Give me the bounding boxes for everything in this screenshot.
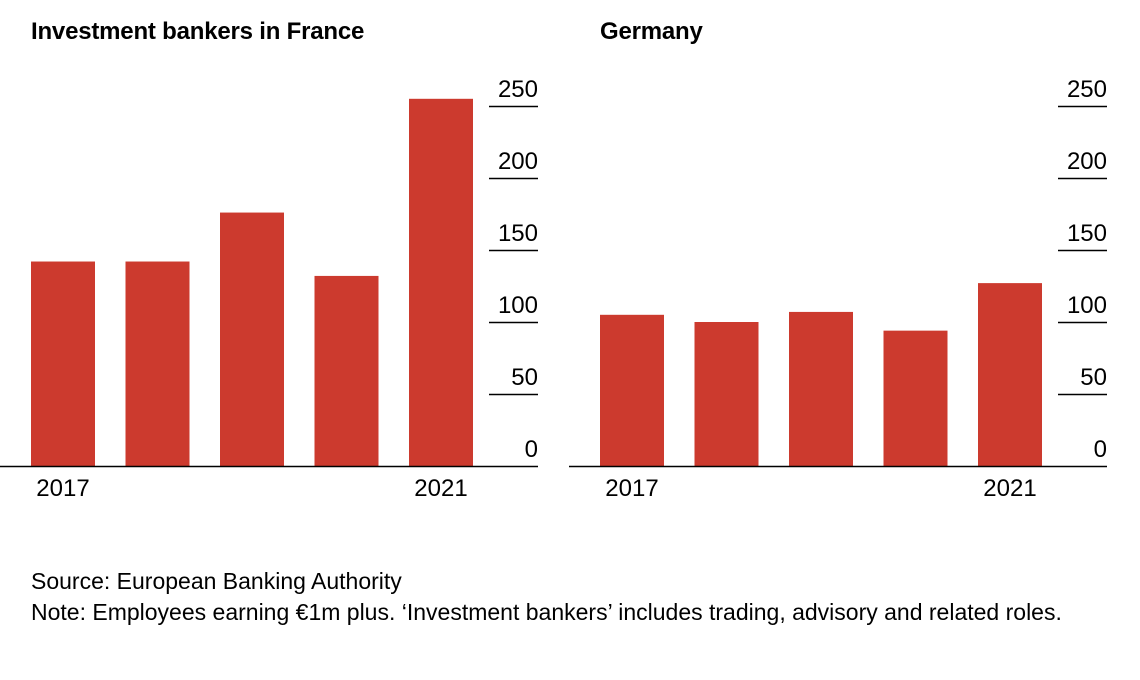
x-tick-label-france-2017: 2017 xyxy=(36,475,89,502)
bar-france-2017 xyxy=(31,261,95,466)
x-tick-label-germany-2021: 2021 xyxy=(983,475,1036,502)
bar-germany-2020 xyxy=(883,330,948,466)
y-tick-label-germany-250: 250 xyxy=(1067,76,1107,103)
y-tick-label-germany-150: 150 xyxy=(1067,220,1107,247)
bar-germany-2021 xyxy=(978,283,1042,466)
y-tick-label-germany-200: 200 xyxy=(1067,148,1107,175)
y-tick-label-france-100: 100 xyxy=(498,292,538,319)
y-tick-label-france-0: 0 xyxy=(525,436,538,463)
y-tick-label-france-150: 150 xyxy=(498,220,538,247)
bar-france-2019 xyxy=(220,212,284,466)
y-tick-label-france-250: 250 xyxy=(498,76,538,103)
y-tick-label-germany-100: 100 xyxy=(1067,292,1107,319)
y-tick-label-germany-0: 0 xyxy=(1094,436,1107,463)
y-tick-label-france-200: 200 xyxy=(498,148,538,175)
bar-france-2018 xyxy=(125,261,190,466)
source-note: Source: European Banking Authority xyxy=(31,568,402,594)
bar-france-2020 xyxy=(314,275,379,466)
chart-title-france: Investment bankers in France xyxy=(31,18,365,45)
bar-germany-2018 xyxy=(694,322,759,466)
y-tick-label-france-50: 50 xyxy=(511,364,538,391)
x-tick-label-france-2021: 2021 xyxy=(414,475,467,502)
y-tick-label-germany-50: 50 xyxy=(1080,364,1107,391)
chart-title-germany: Germany xyxy=(600,18,703,45)
france-bar-chart: 0 50 100 150 200 250 2017 2021 xyxy=(0,76,538,502)
footnote: Note: Employees earning €1m plus. ‘Inves… xyxy=(31,599,1062,625)
bar-france-2021 xyxy=(409,98,473,467)
bar-germany-2019 xyxy=(789,311,853,466)
bar-germany-2017 xyxy=(600,314,664,466)
x-tick-label-germany-2017: 2017 xyxy=(605,475,658,502)
germany-bar-chart: 0 50 100 150 200 250 2017 2021 xyxy=(569,76,1107,502)
